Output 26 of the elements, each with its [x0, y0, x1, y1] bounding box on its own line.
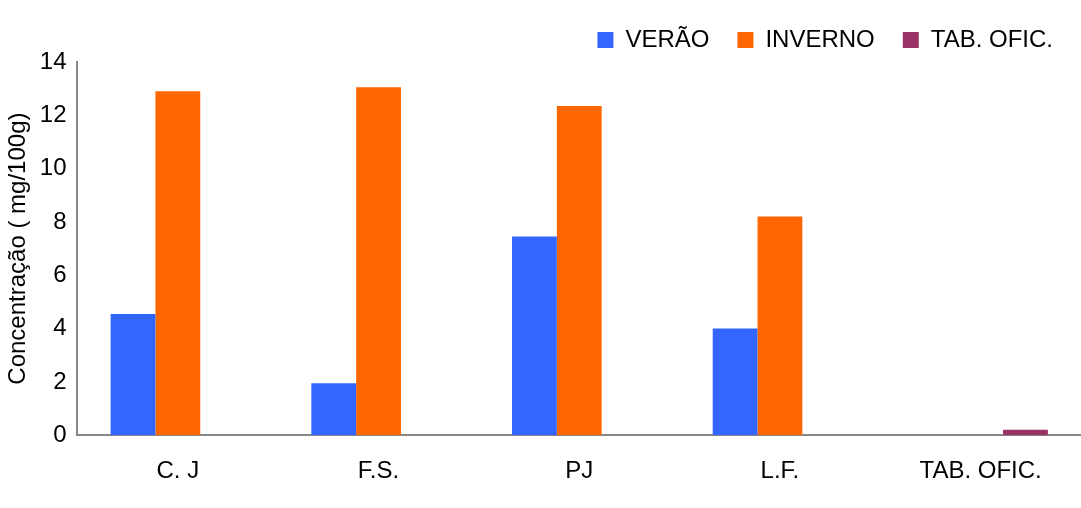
bar	[556, 105, 602, 436]
legend-label: INVERNO	[765, 24, 875, 52]
bar	[311, 383, 357, 436]
bar	[356, 87, 401, 436]
legend-label: TAB. OFIC.	[930, 24, 1054, 52]
y-tick-label: 14	[39, 46, 67, 74]
x-tick-label: PJ	[565, 456, 594, 484]
bar	[110, 313, 156, 436]
y-tick-label: 10	[39, 153, 67, 181]
y-tick-label: 8	[53, 206, 67, 234]
x-tick-label: TAB. OFIC.	[919, 456, 1042, 484]
bar	[712, 328, 758, 436]
y-tick-label: 0	[53, 419, 67, 447]
legend-label: VERÃO	[625, 24, 710, 52]
bar	[155, 91, 201, 436]
x-tick-label: F.S.	[357, 456, 400, 484]
y-tick-label: 2	[53, 366, 67, 394]
y-tick-label: 4	[53, 313, 67, 341]
y-axis-title: Concentração ( mg/100g)	[3, 112, 31, 385]
y-tick-label: 12	[39, 99, 67, 127]
bar	[757, 216, 803, 436]
bar	[1003, 429, 1048, 436]
x-tick-label: C. J	[156, 456, 200, 484]
bar	[512, 236, 557, 436]
x-tick-label: L.F.	[760, 456, 800, 484]
y-tick-label: 6	[53, 259, 67, 287]
